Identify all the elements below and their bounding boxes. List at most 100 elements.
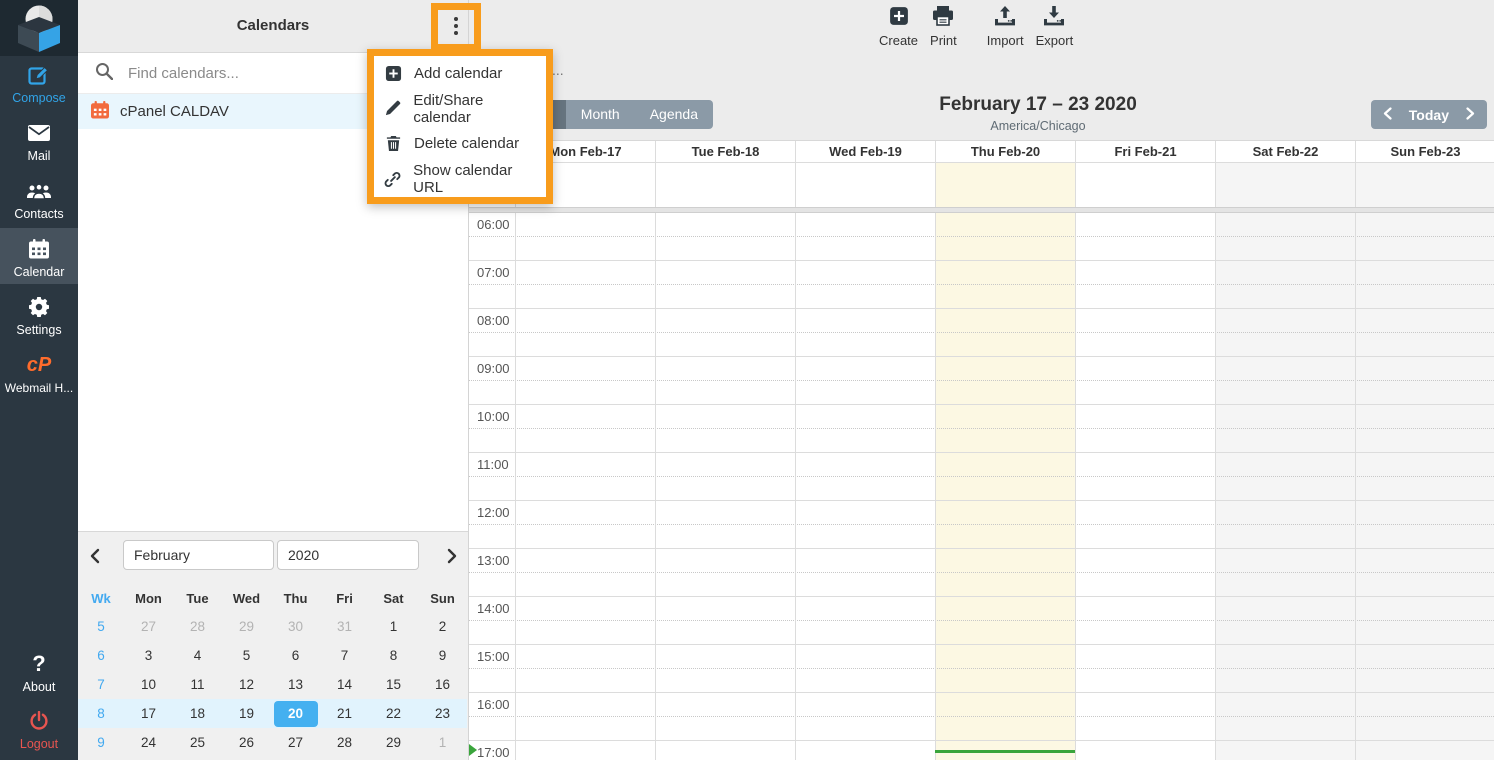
mini-calendar-day[interactable]: 7 <box>340 648 349 663</box>
menu-item-add-calendar[interactable]: Add calendar <box>374 56 546 91</box>
chevron-right-icon[interactable] <box>1466 106 1475 123</box>
question-mark-icon: ? <box>32 651 46 676</box>
find-calendars-input[interactable] <box>126 63 380 83</box>
mini-calendar-day[interactable]: 26 <box>238 735 255 750</box>
mini-calendar-day[interactable]: 30 <box>287 619 304 634</box>
mini-calendar-day[interactable]: 23 <box>418 699 467 728</box>
sidebar-item-calendar[interactable]: Calendar <box>0 228 78 284</box>
sidebar-item-compose[interactable]: Compose <box>0 54 78 105</box>
mini-calendar-prev-button[interactable] <box>81 541 107 571</box>
hour-row-1500[interactable]: 15:00 <box>469 644 1494 692</box>
mini-calendar-day[interactable]: 2 <box>438 619 447 634</box>
mini-calendar-day[interactable]: 27 <box>140 619 157 634</box>
sidebar-item-about[interactable]: ? About <box>0 643 78 695</box>
mini-calendar-day[interactable]: 17 <box>124 699 173 728</box>
tab-agenda[interactable]: Agenda <box>634 100 713 129</box>
hour-row-1600[interactable]: 16:00 <box>469 692 1494 740</box>
mini-calendar-day[interactable]: 1 <box>389 619 398 634</box>
mini-calendar-day[interactable]: 21 <box>320 699 369 728</box>
chevron-left-icon[interactable] <box>1383 106 1392 123</box>
menu-item-label: Delete calendar <box>414 135 520 153</box>
hour-row-0900[interactable]: 09:00 <box>469 356 1494 404</box>
sidebar-item-logout[interactable]: Logout <box>0 700 78 751</box>
mini-calendar-day[interactable]: 9 <box>438 648 447 663</box>
mini-calendar-day[interactable]: 31 <box>336 619 353 634</box>
all-day-cell[interactable] <box>935 163 1075 207</box>
mini-calendar-year-input[interactable] <box>277 540 419 570</box>
mini-calendar-day[interactable]: 11 <box>190 677 205 692</box>
time-label: 17:00 <box>477 745 510 760</box>
mini-calendar-next-button[interactable] <box>439 541 465 571</box>
hour-row-1300[interactable]: 13:00 <box>469 548 1494 596</box>
day-header-wed[interactable]: Wed Feb-19 <box>795 141 935 162</box>
time-label: 07:00 <box>477 265 510 280</box>
mini-calendar-day-selected[interactable]: 20 <box>271 699 320 728</box>
today-button[interactable]: Today <box>1370 100 1487 129</box>
sidebar-item-webmail-home[interactable]: cP Webmail H... <box>0 344 78 395</box>
menu-item-label: Add calendar <box>414 64 503 82</box>
mini-calendar-day[interactable]: 19 <box>222 699 271 728</box>
hour-row-1100[interactable]: 11:00 <box>469 452 1494 500</box>
mini-calendar-day[interactable]: 12 <box>238 677 255 692</box>
mini-calendar-day[interactable]: 27 <box>287 735 304 750</box>
mini-calendar-day[interactable]: 3 <box>144 648 153 663</box>
selected-day-chip: 20 <box>273 701 318 728</box>
mini-calendar-day[interactable]: 28 <box>336 735 353 750</box>
week-time-grid[interactable]: 06:00 07:00 08:00 09:00 10:00 11:00 12:00 13:00… <box>469 213 1494 760</box>
import-button[interactable]: Import <box>981 6 1030 48</box>
column-line <box>795 213 796 760</box>
all-day-cell[interactable] <box>1355 163 1494 207</box>
mini-calendar-day[interactable]: 15 <box>385 677 402 692</box>
all-day-row[interactable] <box>469 163 1494 207</box>
mini-calendar-day[interactable]: 24 <box>140 735 157 750</box>
mini-calendar-day[interactable]: 6 <box>291 648 300 663</box>
mini-calendar-day[interactable]: 22 <box>369 699 418 728</box>
menu-item-delete-calendar[interactable]: Delete calendar <box>374 126 546 161</box>
tab-month[interactable]: Month <box>565 100 635 129</box>
mini-calendar-day[interactable]: 10 <box>140 677 157 692</box>
column-line <box>515 213 516 760</box>
mini-calendar-day[interactable]: 1 <box>438 735 447 750</box>
calendar-actions-menu-button[interactable] <box>441 0 471 52</box>
hour-row-1200[interactable]: 12:00 <box>469 500 1494 548</box>
menu-item-edit-share-calendar[interactable]: Edit/Share calendar <box>374 90 546 127</box>
hour-row-1000[interactable]: 10:00 <box>469 404 1494 452</box>
mini-calendar-day[interactable]: 29 <box>385 735 402 750</box>
day-header-sat[interactable]: Sat Feb-22 <box>1215 141 1355 162</box>
export-button[interactable]: Export <box>1030 6 1080 48</box>
create-button[interactable]: Create <box>873 6 924 48</box>
mini-calendar-month-input[interactable] <box>123 540 274 570</box>
all-day-cell[interactable] <box>655 163 795 207</box>
mini-calendar-day[interactable]: 5 <box>242 648 251 663</box>
mini-calendar-day[interactable]: 18 <box>173 699 222 728</box>
all-day-cell[interactable] <box>1075 163 1215 207</box>
day-header-fri[interactable]: Fri Feb-21 <box>1075 141 1215 162</box>
hour-row-0700[interactable]: 07:00 <box>469 260 1494 308</box>
day-header-tue[interactable]: Tue Feb-18 <box>655 141 795 162</box>
mini-calendar-day[interactable]: 8 <box>389 648 398 663</box>
hour-row-1400[interactable]: 14:00 <box>469 596 1494 644</box>
mini-calendar-day[interactable]: 13 <box>287 677 304 692</box>
menu-item-show-calendar-url[interactable]: Show calendar URL <box>374 161 546 197</box>
mini-calendar-day[interactable]: 25 <box>189 735 206 750</box>
mini-calendar-day[interactable]: 28 <box>189 619 206 634</box>
mini-calendar-day[interactable]: 29 <box>238 619 255 634</box>
hour-row-0600[interactable]: 06:00 <box>469 213 1494 260</box>
sidebar-item-mail[interactable]: Mail <box>0 112 78 163</box>
sidebar-item-settings[interactable]: Settings <box>0 286 78 337</box>
half-hour-line <box>469 572 1494 573</box>
mini-calendar-day[interactable]: 14 <box>336 677 353 692</box>
gear-icon <box>0 294 78 320</box>
all-day-cell[interactable] <box>1215 163 1355 207</box>
mini-calendar-day[interactable]: 4 <box>193 648 202 663</box>
day-header-sun[interactable]: Sun Feb-23 <box>1355 141 1494 162</box>
all-day-cell[interactable] <box>795 163 935 207</box>
day-header-thu[interactable]: Thu Feb-20 <box>935 141 1075 162</box>
sidebar-item-contacts[interactable]: Contacts <box>0 170 78 221</box>
hour-row-0800[interactable]: 08:00 <box>469 308 1494 356</box>
add-icon <box>384 65 402 82</box>
mini-calendar-day[interactable]: 16 <box>434 677 451 692</box>
half-hour-line <box>469 284 1494 285</box>
hour-row-1700[interactable]: 17:00 <box>469 740 1494 760</box>
print-button[interactable]: Print <box>924 6 963 48</box>
